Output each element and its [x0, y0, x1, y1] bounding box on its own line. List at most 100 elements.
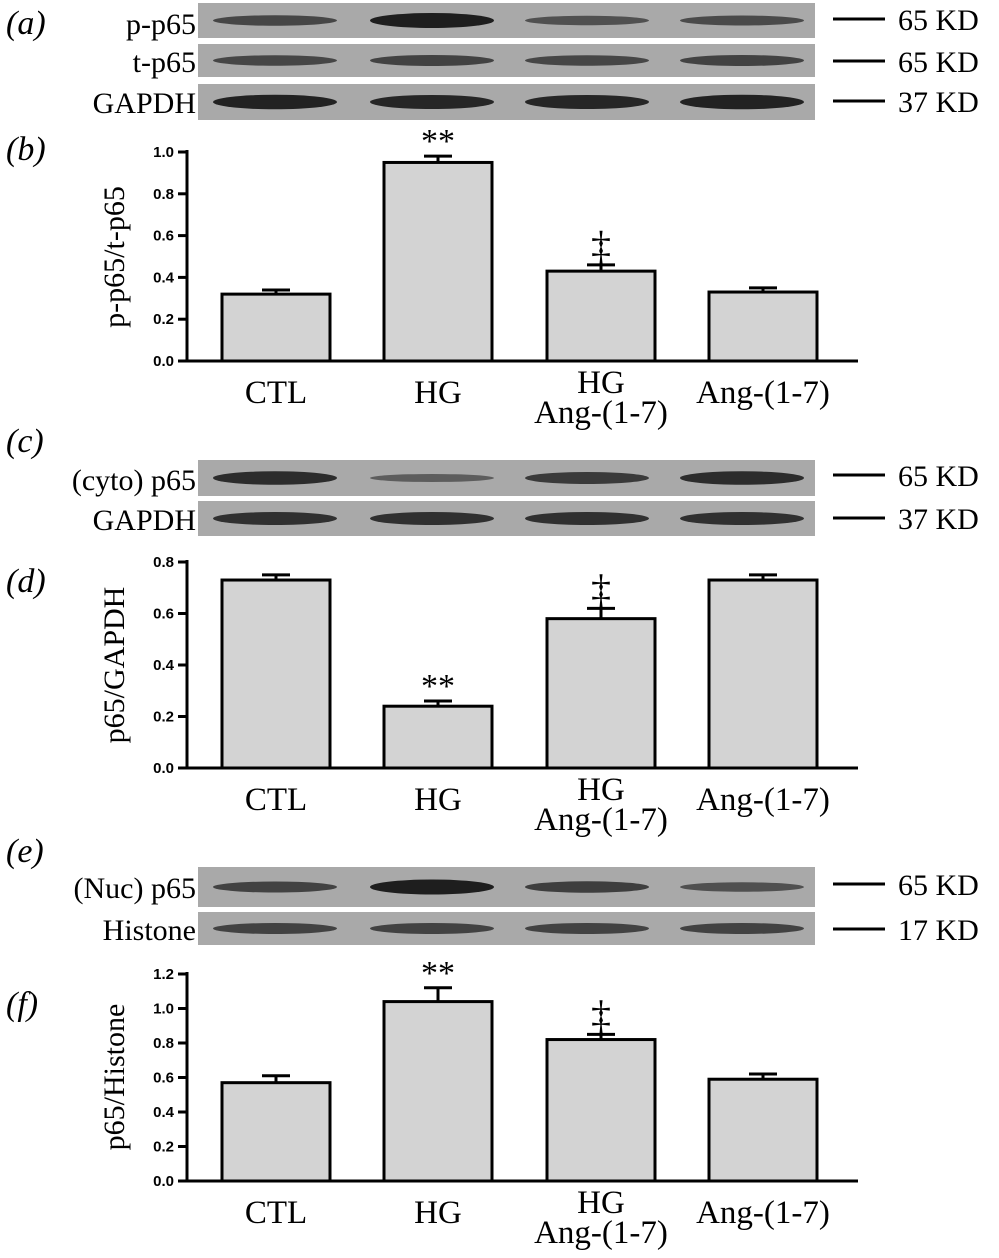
- significance-marker: ‡: [591, 223, 611, 268]
- x-category-line: HG: [577, 1185, 625, 1221]
- x-category-line: HG: [577, 772, 625, 808]
- band: [525, 472, 649, 484]
- y-tick-label: 0.6: [153, 1070, 174, 1087]
- band: [370, 13, 494, 28]
- kd-label: 37 KD: [898, 503, 979, 536]
- y-tick-label: 0.0: [153, 760, 174, 777]
- band: [370, 95, 494, 109]
- kd-label: 65 KD: [898, 4, 979, 37]
- x-category-line: HG: [577, 365, 625, 401]
- band: [213, 471, 337, 485]
- x-category-label: HG: [414, 375, 462, 411]
- x-category-line: CTL: [245, 375, 307, 411]
- band: [680, 94, 804, 110]
- band: [370, 923, 494, 934]
- x-category-line: Ang-(1-7): [696, 1195, 830, 1231]
- band: [525, 881, 649, 893]
- band: [370, 879, 494, 895]
- y-tick-label: 0.4: [153, 1104, 175, 1121]
- kd-label: 17 KD: [898, 914, 979, 947]
- y-axis-label: p-p65/t-p65: [98, 186, 131, 328]
- band: [213, 15, 337, 26]
- bar: [220, 292, 332, 363]
- band: [525, 923, 649, 934]
- x-category-line: Ang-(1-7): [534, 1215, 668, 1251]
- bar: [707, 578, 819, 770]
- band: [370, 512, 494, 525]
- significance-marker: **: [421, 668, 455, 705]
- band: [213, 512, 337, 525]
- significance-marker: **: [421, 123, 455, 160]
- x-category-line: Ang-(1-7): [696, 375, 830, 411]
- blot-label: GAPDH: [93, 504, 196, 537]
- y-tick-label: 0.0: [153, 353, 174, 370]
- band-group: [213, 879, 804, 895]
- panel-label-c: (c): [6, 423, 44, 460]
- y-tick-label: 0.2: [153, 1139, 174, 1156]
- x-category-line: CTL: [245, 1195, 307, 1231]
- band-group: [213, 923, 804, 934]
- y-tick-label: 0.4: [153, 657, 175, 674]
- bar: [707, 1077, 819, 1183]
- y-axis-label: p65/GAPDH: [98, 587, 131, 744]
- x-category-line: HG: [414, 1195, 462, 1231]
- significance-marker: ‡: [591, 566, 611, 611]
- band: [680, 923, 804, 934]
- x-category-line: CTL: [245, 782, 307, 818]
- band: [525, 512, 649, 525]
- blot-cyto-p65: (cyto) p65 65 KD: [72, 460, 979, 497]
- kd-label: 65 KD: [898, 46, 979, 79]
- y-tick-label: 0.2: [153, 709, 174, 726]
- x-category-line: Ang-(1-7): [534, 802, 668, 838]
- y-tick-label: 0.0: [153, 1173, 174, 1190]
- bar-chart-f: 0.0 0.2 0.4 0.6 0.8 1.0 1.2 p65/Histone CTL ** HG ‡…: [98, 955, 858, 1251]
- y-axis-label: p65/Histone: [98, 1004, 131, 1151]
- y-tick-label: 0.6: [153, 228, 174, 245]
- blot-label: t-p65: [133, 46, 196, 79]
- x-category-line: HG: [414, 782, 462, 818]
- bar: [545, 1038, 657, 1183]
- bar: [382, 160, 494, 363]
- band: [370, 55, 494, 66]
- significance-marker: **: [421, 955, 455, 992]
- bar: [707, 290, 819, 363]
- bar: [220, 1081, 332, 1183]
- panel-label-a: (a): [6, 5, 46, 42]
- band: [213, 94, 337, 110]
- band-group: [213, 471, 804, 485]
- bar: [545, 269, 657, 363]
- x-category-label: CTL: [245, 1195, 307, 1231]
- blot-histone: Histone 17 KD: [103, 912, 979, 947]
- blot-gapdh-c: GAPDH 37 KD: [93, 501, 979, 537]
- band-group: [213, 94, 804, 110]
- blot-label: p-p65: [126, 8, 196, 41]
- band: [525, 15, 649, 26]
- x-category-line: HG: [414, 375, 462, 411]
- bar: [220, 578, 332, 770]
- x-category-label: Ang-(1-7): [696, 782, 830, 818]
- band: [213, 923, 337, 934]
- band: [525, 95, 649, 109]
- bar: [382, 1000, 494, 1183]
- blot-label: GAPDH: [93, 87, 196, 120]
- significance-marker: ‡: [591, 992, 611, 1037]
- y-tick-label: 1.2: [153, 966, 174, 983]
- bar: [545, 617, 657, 770]
- x-category-label: HG Ang-(1-7): [534, 1185, 668, 1251]
- band: [680, 471, 804, 485]
- panel-label-e: (e): [6, 833, 44, 870]
- kd-label: 65 KD: [898, 460, 979, 493]
- y-tick-label: 0.4: [153, 269, 175, 286]
- blot-label: (Nuc) p65: [74, 872, 196, 905]
- band: [370, 474, 494, 482]
- x-category-label: HG Ang-(1-7): [534, 365, 668, 431]
- band: [680, 882, 804, 892]
- blot-gapdh-a: GAPDH 37 KD: [93, 84, 979, 120]
- blot-nuc-p65: (Nuc) p65 65 KD: [74, 867, 979, 907]
- band-group: [213, 55, 804, 66]
- y-tick-label: 0.6: [153, 606, 174, 623]
- y-tick-label: 0.2: [153, 311, 174, 328]
